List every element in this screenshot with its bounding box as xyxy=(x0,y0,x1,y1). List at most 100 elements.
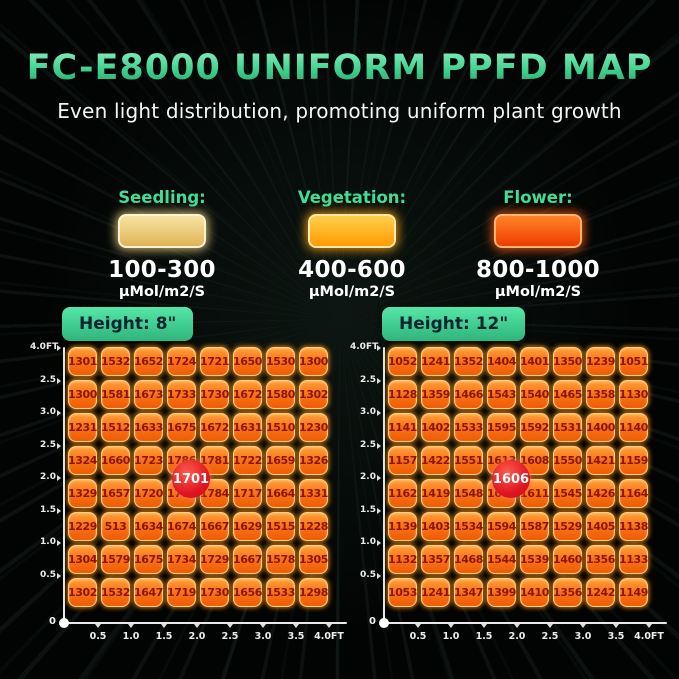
ppfd-cell: 1672 xyxy=(233,380,262,409)
ppfd-cell: 1301 xyxy=(68,347,97,376)
axis-tick-icon xyxy=(514,624,520,628)
origin-dot xyxy=(59,618,69,628)
ppfd-cell: 1157 xyxy=(388,446,417,475)
ppfd-cell: 1721 xyxy=(200,347,229,376)
ppfd-cell: 1595 xyxy=(487,413,516,442)
ppfd-cell: 1401 xyxy=(520,347,549,376)
ppfd-cell: 1664 xyxy=(266,479,295,508)
ppfd-cell: 1533 xyxy=(266,578,295,607)
ppfd-cell: 1592 xyxy=(520,413,549,442)
ppfd-cell: 1730 xyxy=(200,380,229,409)
axis-tick-icon xyxy=(377,345,381,351)
axis-tick-icon xyxy=(377,475,381,481)
x-axis: 0.5 1.0 1.5 2.0 2.5 3.0 3.5 4.0FT xyxy=(65,624,355,648)
ppfd-cell: 1162 xyxy=(388,479,417,508)
ppfd-cell: 1515 xyxy=(266,512,295,541)
ppfd-cell: 1358 xyxy=(586,380,615,409)
y-axis-label: 2.0 xyxy=(360,472,376,482)
legend-range-vegetation: 400-600 xyxy=(298,257,406,283)
ppfd-map-height-8in: Height: 8" 4.0FT 2.5 3.0 2.5 2.0 1.5 1.0 0.5 13… xyxy=(30,305,375,655)
ppfd-cell: 1529 xyxy=(553,512,582,541)
ppfd-cell: 1164 xyxy=(619,479,648,508)
ppfd-cell: 1352 xyxy=(454,347,483,376)
ppfd-cell: 1733 xyxy=(167,380,196,409)
x-axis-label: 2.0 xyxy=(188,631,206,642)
y-axis-label: 2.5 xyxy=(360,439,376,450)
ppfd-cell: 1465 xyxy=(553,380,582,409)
axis-tick-icon xyxy=(57,572,61,579)
y-axis-line xyxy=(63,347,65,624)
ppfd-cell: 1331 xyxy=(299,479,328,508)
ppfd-cell: 1673 xyxy=(134,380,163,409)
axis-tick-icon xyxy=(547,624,553,628)
ppfd-cell: 1667 xyxy=(233,545,262,574)
ppfd-cell: 1140 xyxy=(619,413,648,442)
axis-tick-icon xyxy=(415,624,421,628)
ppfd-cell: 1781 xyxy=(200,446,229,475)
ppfd-cell: 1053 xyxy=(388,578,417,607)
ppfd-cell: 1717 xyxy=(233,479,262,508)
ppfd-cell: 1719 xyxy=(167,578,196,607)
ppfd-cell: 1329 xyxy=(68,479,97,508)
ppfd-cell: 1419 xyxy=(421,479,450,508)
ppfd-cell: 1720 xyxy=(134,479,163,508)
height-badge: Height: 12" xyxy=(382,307,526,341)
axis-tick-icon xyxy=(260,624,266,628)
ppfd-cell: 1302 xyxy=(68,578,97,607)
y-axis-line xyxy=(383,347,385,624)
x-axis-label: 1.0 xyxy=(442,631,460,642)
ppfd-cell: 1242 xyxy=(586,578,615,607)
ppfd-cell: 1594 xyxy=(487,512,516,541)
ppfd-cell: 1052 xyxy=(388,347,417,376)
ppfd-cell: 1133 xyxy=(619,545,648,574)
ppfd-cell: 1659 xyxy=(266,446,295,475)
ppfd-cell: 1724 xyxy=(167,347,196,376)
axis-tick-icon xyxy=(377,377,381,384)
ppfd-cell: 1141 xyxy=(388,413,417,442)
ppfd-cell: 1578 xyxy=(266,545,295,574)
ppfd-cell: 1357 xyxy=(421,545,450,574)
axis-tick-icon xyxy=(580,624,586,628)
y-axis-label: 1.0 xyxy=(40,537,56,547)
ppfd-cell: 1587 xyxy=(520,512,549,541)
x-axis-label: 0.5 xyxy=(89,631,107,642)
axis-tick-icon xyxy=(377,572,381,579)
y-axis-label: 4.0FT xyxy=(30,342,59,352)
x-axis-label: 1.5 xyxy=(475,631,493,642)
ppfd-cell: 1540 xyxy=(520,380,549,409)
ppfd-cell: 1533 xyxy=(454,413,483,442)
ppfd-cell: 1350 xyxy=(553,347,582,376)
legend-range-seedling: 100-300 xyxy=(108,257,216,283)
ppfd-cell: 1356 xyxy=(586,545,615,574)
ppfd-cell: 1402 xyxy=(421,413,450,442)
ppfd-cell: 1675 xyxy=(167,413,196,442)
axis-tick-icon xyxy=(377,507,381,514)
x-axis-line xyxy=(383,622,667,624)
y-axis-label: 0.5 xyxy=(40,569,56,580)
ppfd-grid: 1052 1241 1352 1404 1401 1350 1239 1051 1128 1359… xyxy=(388,347,648,607)
origin-label: 0 xyxy=(369,616,376,627)
ppfd-cell: 1580 xyxy=(266,380,295,409)
ppfd-cell: 1426 xyxy=(586,479,615,508)
axis-tick-icon xyxy=(57,507,61,514)
axis-tick-icon xyxy=(646,624,652,628)
axis-tick-icon xyxy=(161,624,167,628)
ppfd-cell: 1672 xyxy=(200,413,229,442)
subtitle: Even light distribution, promoting unifo… xyxy=(57,99,622,123)
y-axis-label: 2.5 xyxy=(360,374,376,385)
ppfd-cell: 1359 xyxy=(421,380,450,409)
ppfd-cell: 1149 xyxy=(619,578,648,607)
x-axis-label: 2.5 xyxy=(541,631,559,642)
ppfd-cell: 1231 xyxy=(68,413,97,442)
x-axis-label: 3.5 xyxy=(607,631,625,642)
ppfd-cell: 1629 xyxy=(233,512,262,541)
axis-tick-icon xyxy=(57,540,61,546)
axis-tick-icon xyxy=(57,410,61,416)
ppfd-cell: 1460 xyxy=(553,545,582,574)
ppfd-map-height-12in: Height: 12" 4.0FT 2.5 3.0 2.5 2.0 1.5 1.0 0.5 1… xyxy=(350,305,679,655)
ppfd-cell: 1543 xyxy=(487,380,516,409)
ppfd-cell: 1302 xyxy=(299,380,328,409)
legend-item-seedling: Seedling: 100-300 μMol/m2/S xyxy=(77,188,247,300)
ppfd-cell: 1534 xyxy=(454,512,483,541)
